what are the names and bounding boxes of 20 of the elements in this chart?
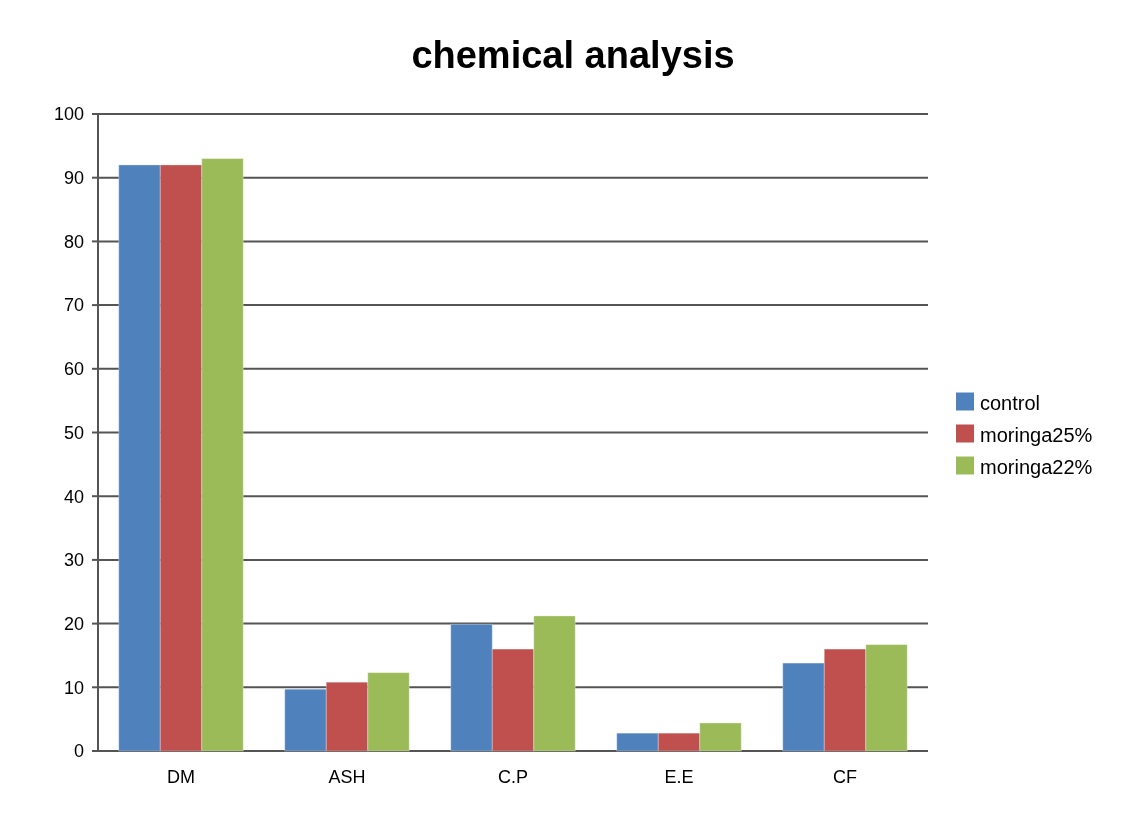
y-tick-label: 90 bbox=[63, 168, 84, 188]
y-tick-label: 30 bbox=[63, 550, 84, 571]
y-tick-label: 40 bbox=[63, 486, 84, 507]
y-tick-label: 100 bbox=[53, 104, 84, 125]
y-tick-label: 60 bbox=[63, 359, 84, 380]
legend-label: moringa22% bbox=[980, 455, 1093, 478]
x-tick-label: CF bbox=[833, 767, 857, 787]
y-tick-label: 0 bbox=[73, 741, 84, 762]
y-tick-label: 20 bbox=[63, 613, 84, 634]
x-tick-label: DM bbox=[167, 767, 195, 787]
legend-label: moringa25% bbox=[980, 423, 1093, 446]
y-tick-label: 10 bbox=[63, 677, 84, 698]
chart-title: chemical analysis bbox=[411, 34, 735, 76]
y-tick-label: 70 bbox=[63, 295, 84, 316]
x-tick-label: ASH bbox=[328, 767, 366, 787]
y-tick-label: 80 bbox=[63, 231, 84, 252]
x-tick-label: C.P bbox=[497, 767, 529, 787]
legend-label: control bbox=[980, 391, 1041, 414]
y-tick-label: 50 bbox=[63, 422, 84, 443]
x-tick-label: E.E bbox=[664, 767, 694, 787]
